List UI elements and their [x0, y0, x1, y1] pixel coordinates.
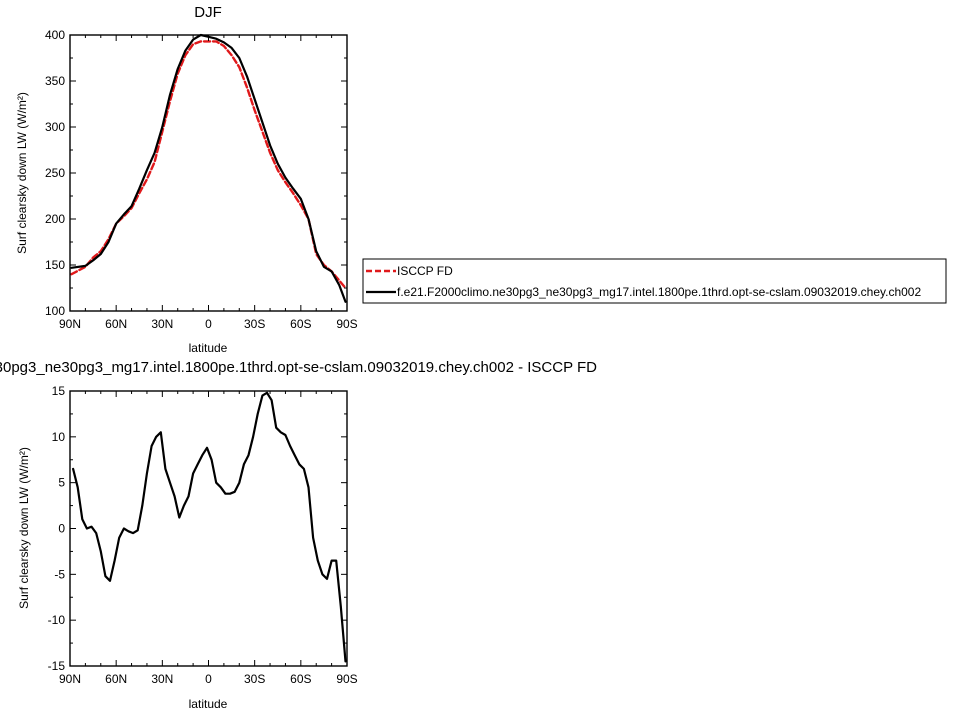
y-tick-label: 15	[52, 384, 66, 398]
series-lines	[70, 33, 347, 303]
legend: ISCCP FD f.e21.F2000climo.ne30pg3_ne30pg…	[362, 258, 947, 304]
x-tick-label: 60N	[105, 317, 127, 331]
x-tick-label: 30S	[244, 317, 265, 331]
x-tick-label: 60S	[290, 317, 311, 331]
series-line-1	[71, 391, 347, 663]
legend-label-model: f.e21.F2000climo.ne30pg3_ne30pg3_mg17.in…	[397, 285, 921, 299]
y-tick-label: 300	[45, 120, 65, 134]
x-axis-ticks: 90N 60N 30N 0 30S 60S 90S	[59, 391, 358, 686]
x-tick-label: 90N	[59, 317, 81, 331]
x-tick-label: 0	[205, 317, 212, 331]
x-tick-label: 30N	[151, 672, 173, 686]
x-axis-label: latitude	[189, 697, 228, 711]
x-tick-label: 90N	[59, 672, 81, 686]
top-panel-djf: DJF 90N 60N 30N 0 30S 60S 90S 100 150 200 250 300 3…	[15, 4, 947, 355]
plot-frame	[69, 390, 348, 667]
x-axis-label: latitude	[189, 341, 228, 355]
y-tick-label: 100	[45, 304, 65, 318]
x-tick-label: 90S	[336, 672, 357, 686]
x-tick-label: 90S	[336, 317, 357, 331]
series-line-2	[70, 33, 347, 303]
y-tick-label: 250	[45, 166, 65, 180]
y-axis-label: Surf clearsky down LW (W/m²)	[15, 92, 29, 254]
x-axis-ticks: 90N 60N 30N 0 30S 60S 90S	[59, 35, 358, 331]
y-tick-label: 350	[45, 74, 65, 88]
y-tick-label: -5	[54, 567, 65, 581]
y-tick-label: -10	[48, 613, 66, 627]
chart-title: f.e21.F2000climo.ne30pg3_ne30pg3_mg17.in…	[0, 359, 597, 376]
legend-box	[362, 258, 947, 304]
y-axis-ticks: 100 150 200 250 300 350 400	[45, 28, 347, 318]
y-tick-label: 10	[52, 430, 66, 444]
bottom-panel-difference: f.e21.F2000climo.ne30pg3_ne30pg3_mg17.in…	[0, 359, 597, 711]
y-tick-label: 0	[58, 522, 65, 536]
x-tick-label: 60S	[290, 672, 311, 686]
x-tick-label: 60N	[105, 672, 127, 686]
y-tick-label: 200	[45, 212, 65, 226]
series-line-1	[70, 40, 347, 290]
x-tick-label: 0	[205, 672, 212, 686]
plot-frame	[69, 34, 348, 312]
chart-title: DJF	[194, 4, 222, 21]
y-axis-label: Surf clearsky down LW (W/m²)	[17, 447, 31, 609]
x-tick-label: 30N	[151, 317, 173, 331]
y-tick-label: 400	[45, 28, 65, 42]
y-axis-ticks: -15 -10 -5 0 5 10 15	[48, 384, 347, 673]
x-tick-label: 30S	[244, 672, 265, 686]
y-tick-label: -15	[48, 659, 66, 673]
series-lines	[71, 391, 347, 663]
legend-label-isccp: ISCCP FD	[397, 264, 453, 278]
y-tick-label: 5	[58, 476, 65, 490]
y-tick-label: 150	[45, 258, 65, 272]
